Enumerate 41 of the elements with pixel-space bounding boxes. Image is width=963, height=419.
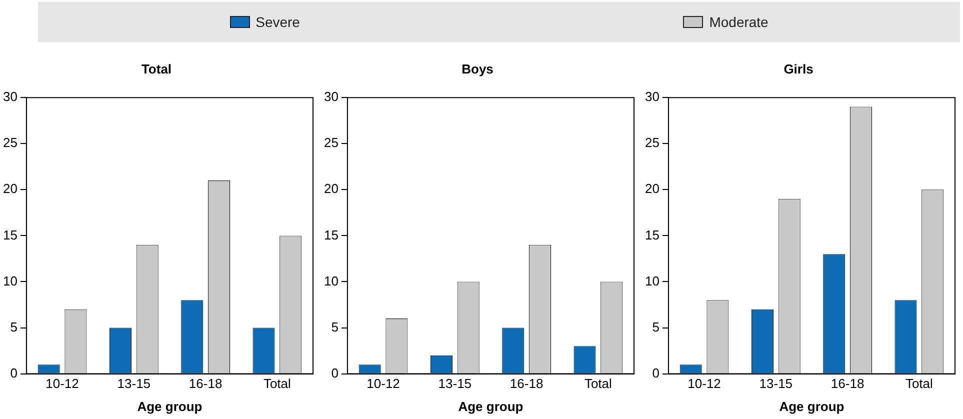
- chart-title: Total: [141, 61, 172, 76]
- y-tick-label: 20: [2, 181, 18, 196]
- x-tick-label: 16-18: [830, 376, 864, 392]
- y-tick-label: 0: [652, 365, 660, 380]
- chart-title: Boys: [462, 61, 494, 76]
- y-tick-label: 10: [324, 273, 338, 288]
- y-tick-label: 10: [644, 273, 660, 288]
- x-tick-label: 10-12: [46, 376, 79, 392]
- y-tick-label: 0: [10, 365, 18, 380]
- x-tick-label: 16-18: [188, 376, 222, 392]
- y-tick-label: 0: [331, 365, 338, 380]
- x-axis-title: Age group: [137, 398, 202, 414]
- y-tick-label: 20: [644, 181, 660, 196]
- y-tick-label: 30: [324, 89, 338, 104]
- y-tick-label: 5: [10, 319, 18, 334]
- y-tick-label: 30: [644, 89, 660, 104]
- x-tick-label: Total: [263, 376, 292, 392]
- y-tick-label: 25: [2, 135, 18, 150]
- x-tick-label: 16-18: [510, 376, 544, 392]
- y-tick-label: 15: [644, 227, 660, 242]
- y-tick-label: 15: [324, 227, 338, 242]
- x-tick-label: 13-15: [759, 376, 793, 392]
- chart-title: Girls: [784, 61, 814, 76]
- x-tick-label: 13-15: [117, 376, 151, 392]
- y-tick-label: 20: [324, 181, 338, 196]
- x-axis-title: Age group: [458, 398, 524, 414]
- x-tick-label: Total: [905, 376, 934, 392]
- x-tick-label: 13-15: [438, 376, 472, 392]
- y-tick-label: 25: [324, 135, 338, 150]
- legend-label: Severe: [256, 14, 300, 30]
- legend-label: Moderate: [709, 14, 768, 30]
- y-tick-label: 30: [2, 89, 18, 104]
- y-tick-label: 15: [2, 227, 18, 242]
- y-tick-label: 25: [644, 135, 660, 150]
- x-axis-title: Age group: [779, 398, 844, 414]
- x-tick-label: 10-12: [688, 376, 721, 392]
- y-tick-label: 5: [331, 319, 338, 334]
- y-tick-label: 10: [2, 273, 18, 288]
- x-tick-label: Total: [584, 376, 612, 392]
- x-tick-label: 10-12: [366, 376, 400, 392]
- y-tick-label: 5: [652, 319, 660, 334]
